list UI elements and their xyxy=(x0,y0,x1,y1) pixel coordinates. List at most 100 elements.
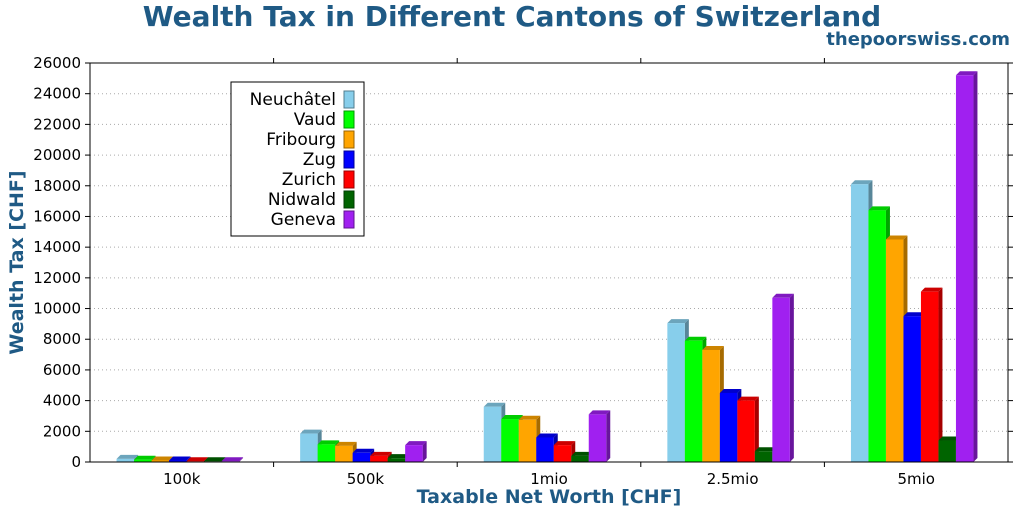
y-tick-label: 18000 xyxy=(33,177,81,195)
bar-front xyxy=(405,445,423,462)
bar-side xyxy=(789,293,794,462)
bar-front xyxy=(352,452,371,462)
bar-front xyxy=(370,455,388,462)
x-tick-label: 100k xyxy=(163,470,201,488)
legend-item: Vaud xyxy=(294,110,355,130)
bar-front xyxy=(868,210,886,462)
bar-front xyxy=(571,455,589,462)
legend-swatch xyxy=(343,170,355,189)
bar-top xyxy=(588,410,611,415)
bar-top xyxy=(169,456,191,461)
bar-front xyxy=(885,239,904,462)
plot-frame xyxy=(89,62,1009,463)
bar-top xyxy=(702,345,724,350)
legend-box xyxy=(230,81,365,237)
y-tick-label: 2000 xyxy=(43,422,81,440)
legend-swatch xyxy=(343,150,355,169)
legend-swatch xyxy=(343,90,355,109)
bar-top xyxy=(116,454,139,459)
bar-top xyxy=(885,235,908,240)
legend: NeuchâtelVaudFribourgZugZurichNidwaldGen… xyxy=(230,81,365,237)
bar-front xyxy=(501,419,519,462)
legend-item: Neuchâtel xyxy=(250,90,355,110)
bar-side xyxy=(606,410,611,462)
legend-swatch xyxy=(343,190,355,209)
legend-label: Neuchâtel xyxy=(250,90,336,110)
bar-front xyxy=(737,400,755,462)
y-axis-title: Wealth Tax [CHF] xyxy=(6,170,28,354)
bars-layer xyxy=(116,71,978,463)
legend-item: Zurich xyxy=(282,170,355,190)
bar-front xyxy=(850,184,869,462)
bar-top xyxy=(754,447,777,452)
y-tick-label: 26000 xyxy=(33,54,81,72)
axes-layer xyxy=(89,62,1009,463)
bar-front xyxy=(772,297,790,462)
bar-top xyxy=(483,402,506,407)
bar-top xyxy=(221,457,244,462)
legend-item: Fribourg xyxy=(266,130,355,150)
bar-front xyxy=(920,291,939,462)
bar-top xyxy=(553,441,576,446)
bar-front xyxy=(169,460,187,462)
legend-label: Fribourg xyxy=(266,130,336,150)
bar-top xyxy=(955,71,978,76)
bar-top xyxy=(868,206,890,211)
bar-top xyxy=(737,396,759,401)
bar-front xyxy=(938,440,956,462)
bar-top xyxy=(850,180,873,185)
bar-front xyxy=(116,458,135,462)
bar-top xyxy=(938,436,960,441)
bar-front xyxy=(536,437,554,462)
bar-front xyxy=(719,392,738,462)
y-tick-label: 4000 xyxy=(43,392,81,410)
bar-front xyxy=(702,349,720,462)
bar-front xyxy=(300,433,318,462)
bar xyxy=(955,71,978,463)
bar-front xyxy=(553,445,572,462)
x-tick-label: 500k xyxy=(347,470,385,488)
bar-front xyxy=(667,323,685,462)
legend-item: Zug xyxy=(303,150,355,170)
legend-label: Zurich xyxy=(282,170,336,190)
ticks-layer: 0 2000 4000 6000 8000 10000 12000 14000 16000 180… xyxy=(33,54,1013,488)
bar-top xyxy=(151,456,174,461)
bar-side xyxy=(973,71,978,463)
y-tick-label: 22000 xyxy=(33,115,81,133)
chart-source: thepoorswiss.com xyxy=(826,29,1010,50)
bar xyxy=(920,287,943,462)
legend-label: Vaud xyxy=(294,110,336,130)
bar-front xyxy=(518,419,537,462)
bar-front xyxy=(684,340,703,462)
legend-item: Nidwald xyxy=(268,190,355,210)
x-tick-label: 2.5mio xyxy=(707,470,759,488)
y-tick-label: 12000 xyxy=(33,269,81,287)
bar-top xyxy=(536,433,558,438)
bar-top xyxy=(667,319,689,324)
legend-label: Zug xyxy=(303,150,336,170)
bar-top xyxy=(335,441,357,446)
legend-swatch xyxy=(343,130,355,149)
bar-side xyxy=(422,441,427,462)
y-tick-label: 16000 xyxy=(33,207,81,225)
bar-front xyxy=(335,445,353,462)
bar-side xyxy=(754,396,759,462)
bar-side xyxy=(239,457,244,462)
y-tick-label: 0 xyxy=(71,453,81,471)
bar-top xyxy=(772,293,794,298)
x-tick-label: 5mio xyxy=(897,470,935,488)
chart-title: Wealth Tax in Different Cantons of Switz… xyxy=(142,0,882,33)
bar-top xyxy=(300,429,322,434)
legend-label: Geneva xyxy=(271,210,336,230)
bar-top xyxy=(684,336,707,341)
bar xyxy=(405,441,427,462)
bar-front xyxy=(483,406,502,462)
bar-top xyxy=(204,457,226,462)
legend-swatch xyxy=(343,110,355,129)
bar-front xyxy=(317,444,336,462)
bar-top xyxy=(501,415,523,420)
bar xyxy=(772,293,794,462)
bar-front xyxy=(903,316,921,462)
bar-top xyxy=(571,451,593,456)
